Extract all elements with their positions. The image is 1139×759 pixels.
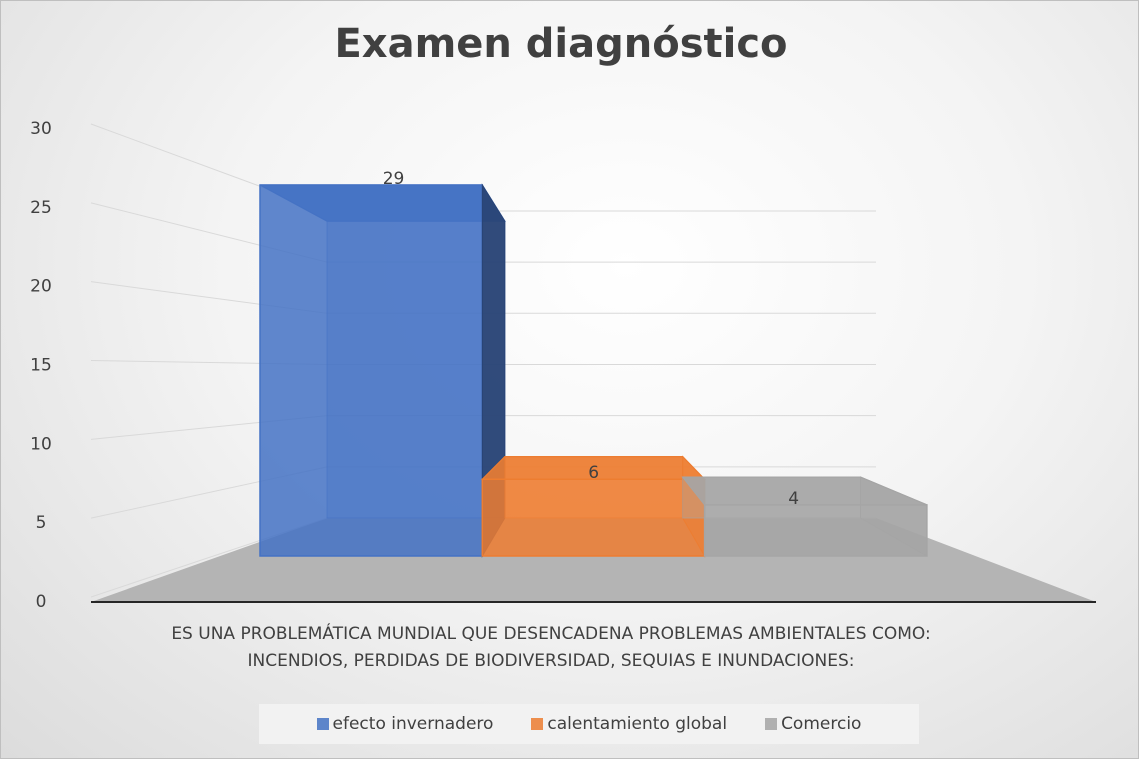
y-tick-label: 5: [36, 513, 47, 533]
data-label: 29: [383, 169, 405, 189]
legend-label: calentamiento global: [547, 714, 728, 734]
x-axis-category-label: ES UNA PROBLEMÁTICA MUNDIAL QUE DESENCAD…: [171, 624, 931, 671]
legend-item: calentamiento global: [531, 714, 727, 734]
bar-front-face: [259, 184, 484, 557]
bar-side-face: [860, 476, 928, 557]
y-tick-label: 0: [36, 592, 47, 612]
y-tick-label: 25: [30, 198, 52, 218]
bar-3d: [681, 476, 928, 557]
data-label: 4: [788, 489, 799, 509]
y-tick-label: 10: [30, 434, 52, 454]
y-tick-label: 30: [30, 119, 52, 139]
legend-item: efecto invernadero: [316, 714, 494, 734]
legend-label: efecto invernadero: [332, 714, 494, 734]
y-tick-label: 15: [30, 356, 52, 376]
legend-item: Comercio: [765, 714, 861, 734]
bar-3d: [259, 183, 506, 558]
legend-swatch: [531, 718, 544, 730]
bar-front-face: [481, 478, 706, 557]
data-label: 6: [588, 463, 599, 483]
chart-title: Examen diagnóstico: [334, 21, 787, 67]
legend-swatch: [765, 718, 778, 730]
legend: efecto invernadero calentamiento global Co…: [259, 704, 919, 744]
legend-swatch: [316, 718, 329, 730]
y-tick-label: 20: [30, 277, 52, 297]
legend-label: Comercio: [781, 714, 862, 734]
